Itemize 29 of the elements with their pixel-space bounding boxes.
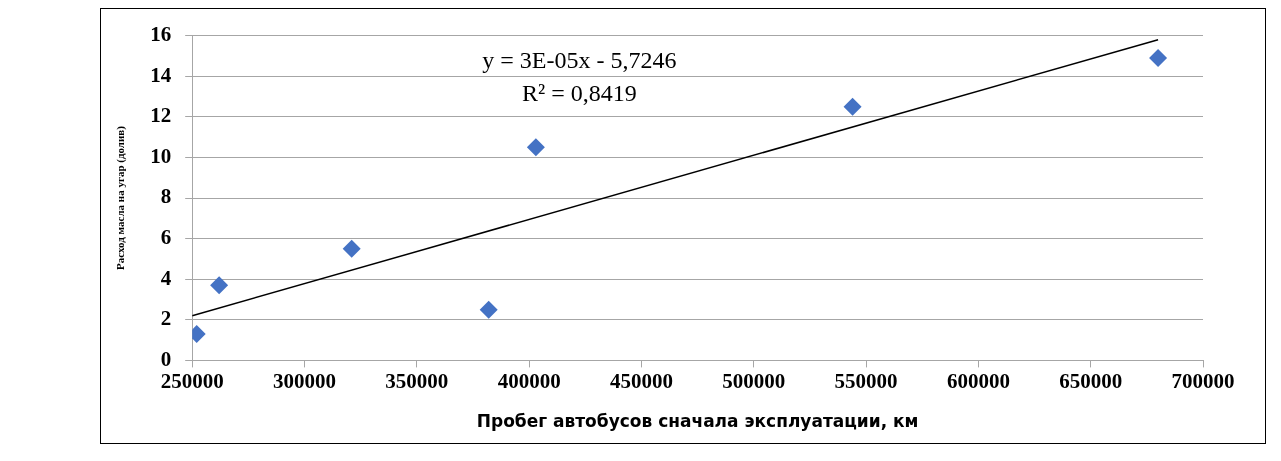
x-tick-label: 300000: [273, 369, 337, 394]
y-tick-label: 10: [150, 143, 172, 168]
x-tick-label: 650000: [1059, 369, 1123, 394]
x-tick-label: 500000: [722, 369, 786, 394]
x-axis-title: Пробег автобусов сначала эксплуатации, км: [476, 411, 919, 432]
point: [479, 300, 498, 319]
y-tick-label: 8: [160, 184, 172, 209]
x-tick-label: 350000: [385, 369, 449, 394]
y-tick-label: 6: [160, 225, 172, 250]
y-tick-label: 14: [150, 62, 172, 87]
y-axis-title: Расход масла на угар (долив): [114, 125, 128, 270]
point: [1149, 48, 1168, 67]
annotation: R² = 0,8419: [521, 79, 637, 106]
y-tick-label: 4: [160, 265, 172, 290]
x-tick-label: 450000: [609, 369, 673, 394]
x-tick-label: 550000: [834, 369, 898, 394]
x-tick-label: 600000: [946, 369, 1010, 394]
annotation: y = 3E-05x - 5,7246: [482, 46, 677, 73]
y-tick-label: 0: [160, 346, 172, 371]
x-tick-label: 400000: [497, 369, 561, 394]
y-tick-label: 2: [160, 306, 172, 331]
point: [342, 239, 361, 258]
y-tick-label: 16: [150, 22, 172, 47]
point: [526, 138, 545, 157]
x-tick-label: 250000: [160, 369, 224, 394]
point: [210, 276, 229, 295]
point: [843, 97, 862, 116]
x-tick-label: 700000: [1171, 369, 1235, 394]
y-tick-label: 12: [150, 103, 172, 128]
